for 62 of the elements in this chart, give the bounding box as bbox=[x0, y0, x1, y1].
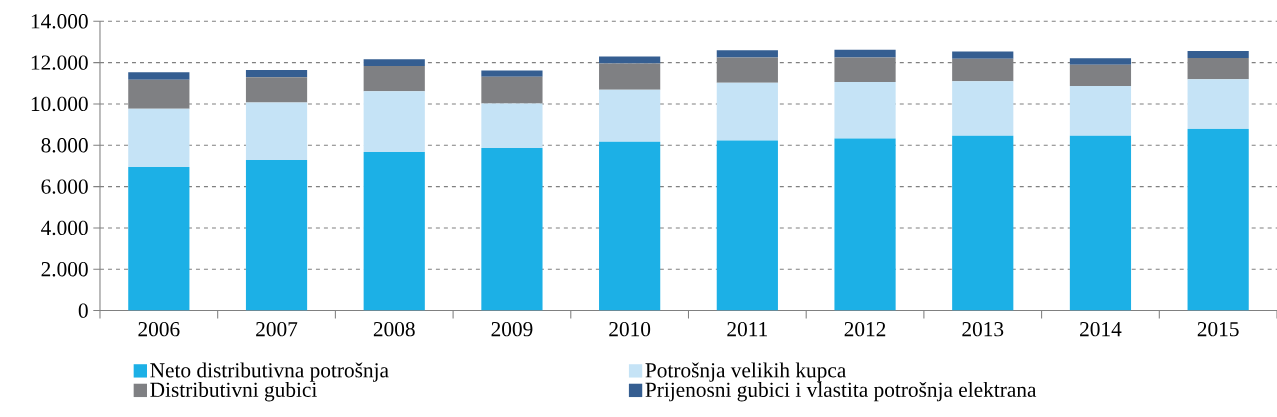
bar bbox=[1069, 58, 1132, 65]
bar bbox=[1187, 57, 1249, 80]
bar bbox=[363, 65, 425, 92]
bar bbox=[1187, 50, 1249, 58]
bar bbox=[245, 69, 308, 78]
legend-label: Prijenosni gubici i vlastita potrošnja elektrana bbox=[645, 381, 1037, 402]
y-tick-label: 14.000 bbox=[31, 13, 88, 29]
x-tick-label: 2008 bbox=[373, 321, 415, 337]
bar bbox=[481, 70, 543, 77]
x-tick-label: 2013 bbox=[962, 321, 1004, 337]
y-tick-label: 12.000 bbox=[31, 55, 88, 70]
bar bbox=[599, 56, 661, 64]
x-tick-label: 2015 bbox=[1197, 321, 1239, 337]
x-tick-label: 2012 bbox=[844, 321, 886, 337]
bar bbox=[363, 91, 425, 152]
bar bbox=[716, 82, 778, 141]
bar bbox=[1069, 85, 1132, 136]
bar bbox=[245, 77, 308, 103]
bar bbox=[128, 108, 190, 167]
x-tick-label: 2007 bbox=[256, 321, 298, 337]
y-tick-label: 6.000 bbox=[41, 179, 88, 194]
bar bbox=[599, 89, 661, 142]
bar bbox=[481, 147, 543, 311]
bar bbox=[952, 81, 1014, 136]
bar bbox=[128, 72, 190, 80]
bar bbox=[834, 49, 896, 58]
y-tick-label: 4.000 bbox=[41, 220, 88, 236]
bar bbox=[1069, 64, 1132, 86]
x-tick-label: 2010 bbox=[609, 321, 651, 337]
bar bbox=[481, 76, 543, 104]
bar bbox=[716, 50, 778, 58]
bar bbox=[245, 159, 308, 311]
bar bbox=[1187, 79, 1249, 129]
bar bbox=[245, 102, 308, 160]
bar bbox=[952, 58, 1014, 82]
x-tick-label: 2011 bbox=[727, 321, 767, 337]
legend-label: Distributivni gubici bbox=[150, 381, 317, 402]
legend-label: Potrošnja velikih kupca bbox=[645, 362, 846, 382]
bar bbox=[716, 57, 778, 83]
bar bbox=[952, 135, 1014, 311]
bar bbox=[1069, 135, 1132, 311]
y-tick-label: 2.000 bbox=[41, 261, 88, 277]
x-tick-label: 2014 bbox=[1080, 321, 1122, 337]
bar bbox=[363, 59, 425, 66]
bar bbox=[128, 166, 190, 311]
bar bbox=[834, 57, 896, 82]
x-tick-label: 2009 bbox=[491, 321, 533, 337]
bar bbox=[834, 138, 896, 311]
bar bbox=[834, 81, 896, 139]
y-tick-label: 0 bbox=[78, 303, 88, 318]
bar bbox=[481, 103, 543, 148]
bar bbox=[128, 79, 190, 109]
legend-label: Neto distributivna potrošnja bbox=[150, 362, 389, 382]
bar bbox=[599, 63, 661, 90]
bar bbox=[716, 140, 778, 311]
x-tick-label: 2006 bbox=[138, 321, 180, 337]
y-tick-label: 10.000 bbox=[31, 96, 88, 112]
bar bbox=[363, 151, 425, 311]
bar bbox=[599, 141, 661, 311]
y-tick-label: 8.000 bbox=[41, 137, 88, 153]
bar bbox=[952, 51, 1014, 59]
bar bbox=[1187, 128, 1249, 311]
